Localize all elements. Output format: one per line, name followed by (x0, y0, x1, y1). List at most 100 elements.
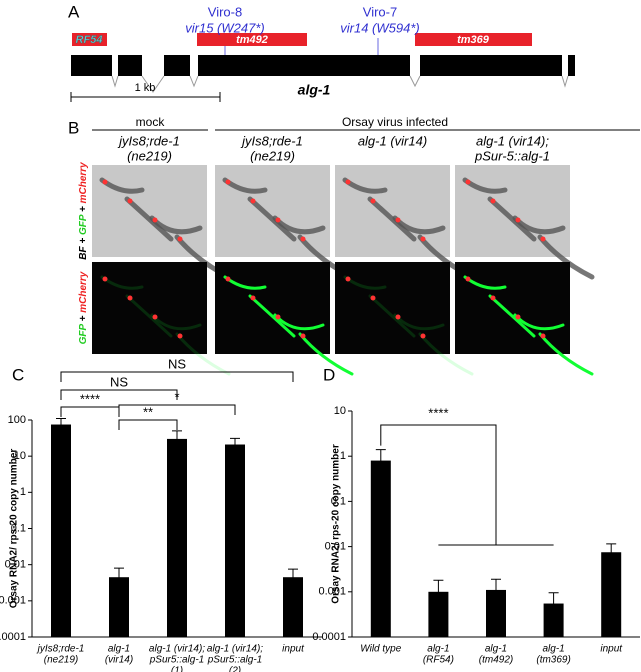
significance-bracket (60, 406, 120, 417)
row-label-part: + (78, 313, 89, 324)
micrograph (335, 165, 450, 257)
exon (164, 55, 190, 76)
x-tick-label: alg-1 (vir14); (207, 644, 263, 655)
mcherry-spot (225, 276, 231, 282)
column-label: jyIs8;rde-1 (240, 133, 303, 148)
micrograph (215, 262, 330, 354)
mcherry-spot (345, 276, 351, 282)
error-bar (548, 592, 559, 630)
x-tick-label: input (282, 644, 305, 655)
allele-name: vir15 (W247*) (185, 20, 264, 35)
x-tick-label: input (600, 644, 623, 655)
significance-label: * (174, 389, 179, 404)
column-label: alg-1 (vir14); (476, 133, 549, 148)
mcherry-spot (515, 217, 521, 223)
row-label: GFP + mCherry (78, 271, 89, 344)
y-tick-label: 0.001 (318, 586, 346, 598)
column-label: (ne219) (127, 148, 172, 163)
micrograph (92, 262, 207, 354)
deletion-label: tm492 (236, 34, 268, 46)
bar (370, 460, 391, 637)
intron (141, 75, 165, 93)
mcherry-spot (370, 295, 376, 301)
group-label: Orsay virus infected (342, 115, 448, 129)
mcherry-spot (395, 217, 401, 223)
y-tick-label: 0.01 (5, 559, 26, 571)
intron (409, 75, 421, 88)
x-tick-label: (tm492) (479, 655, 513, 666)
exon (118, 55, 142, 76)
y-tick-label: 1 (340, 450, 346, 462)
worm (298, 332, 354, 376)
deletion-box (197, 33, 307, 46)
mcherry-spot (275, 217, 281, 223)
worm (418, 332, 474, 376)
deletion-label: tm369 (457, 34, 490, 46)
error-bar (288, 568, 298, 595)
micrograph (455, 262, 570, 354)
y-tick-label: 10 (14, 450, 26, 462)
exon (71, 55, 112, 76)
bar (283, 577, 303, 637)
intron (189, 75, 199, 88)
x-tick-label: alg-1 (485, 644, 507, 655)
screen-name: Viro-7 (363, 4, 397, 19)
micrograph (92, 165, 207, 257)
worm (538, 332, 594, 376)
y-tick-label: 0.01 (325, 541, 346, 553)
bar (109, 577, 129, 637)
row-label-part: GFP (78, 323, 89, 344)
column-label: alg-1 (vir14) (358, 133, 427, 148)
intron (111, 75, 119, 88)
micrograph-grid: jyIs8;rde-1(ne219)jyIs8;rde-1(ne219)alg-… (78, 133, 595, 376)
group-label: mock (136, 115, 166, 129)
significance-label: **** (428, 405, 448, 420)
y-tick-label: 0.1 (331, 495, 346, 507)
x-tick-label: (1) (171, 666, 183, 672)
error-bar (491, 578, 501, 616)
mcherry-spot (465, 276, 471, 282)
mcherry-spot (300, 333, 306, 339)
error-bar (433, 579, 444, 624)
y-tick-label: 1 (20, 486, 26, 498)
significance-bracket (60, 389, 178, 400)
deletion-box (415, 33, 532, 46)
y-tick-label: 100 (8, 414, 26, 426)
mcherry-spot (490, 198, 496, 204)
intron (561, 75, 569, 88)
x-tick-label: alg-1 (542, 644, 564, 655)
mcherry-spot (250, 295, 256, 301)
significance-label: **** (80, 391, 100, 406)
gene-diagram (70, 33, 575, 102)
error-bar (606, 543, 617, 568)
y-tick-label: 10 (334, 405, 346, 417)
panel-label: B (68, 118, 79, 137)
mcherry-spot (490, 295, 496, 301)
mcherry-spot (300, 236, 306, 242)
y-tick-label: 0.001 (0, 595, 26, 607)
micrograph (455, 165, 570, 257)
mcherry-spot (177, 236, 183, 242)
mcherry-spot (177, 333, 183, 339)
x-tick-label: pSur5::alg-1 (207, 655, 262, 666)
bar (167, 438, 187, 637)
mcherry-spot (127, 295, 133, 301)
panel-label: D (323, 365, 335, 384)
y-axis-label: Orsay RNA2/ rps-20 copy number (331, 444, 342, 604)
significance-label: NS (110, 374, 128, 389)
bar (51, 424, 71, 637)
mcherry-spot (420, 236, 426, 242)
deletion-label: RF54 (76, 34, 103, 46)
row-label-part: + (78, 235, 89, 246)
x-tick-label: (vir14) (105, 655, 133, 666)
worm (537, 234, 595, 280)
mcherry-spot (152, 217, 158, 223)
exon (420, 55, 562, 76)
allele-name: vir14 (W594*) (340, 20, 419, 35)
mcherry-spot (540, 333, 546, 339)
row-label-part: mCherry (78, 271, 89, 313)
mcherry-spot (395, 314, 401, 320)
y-tick-label: 0.1 (11, 522, 26, 534)
y-tick-label: 0.0001 (0, 631, 26, 643)
